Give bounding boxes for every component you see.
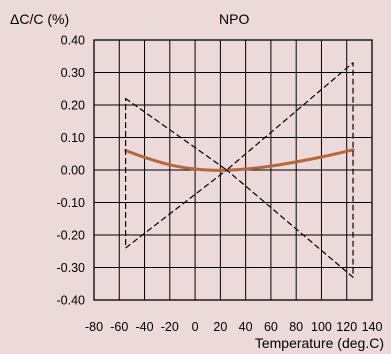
- y-tick-label: -0.10: [57, 196, 86, 210]
- y-tick-label: -0.40: [57, 294, 86, 308]
- x-tick-labels: -80 -60 -40 -20 0 20 40 60 80 100 120 140: [85, 320, 383, 334]
- x-tick-label: 140: [362, 320, 383, 334]
- x-tick-label: 20: [213, 320, 227, 334]
- x-tick-label: -20: [161, 320, 179, 334]
- y-tick-label: -0.30: [57, 261, 86, 275]
- x-tick-label: -60: [110, 320, 128, 334]
- y-tick-label: 0.30: [61, 66, 85, 80]
- x-tick-label: 40: [239, 320, 253, 334]
- y-tick-label: 0.10: [61, 131, 85, 145]
- y-axis-label: ΔC/C (%): [10, 11, 69, 27]
- x-tick-label: 120: [336, 320, 357, 334]
- x-tick-label: 0: [192, 320, 199, 334]
- y-tick-label: -0.20: [57, 229, 86, 243]
- series-layer: [124, 62, 355, 278]
- x-tick-label: -80: [85, 320, 103, 334]
- plot-frame: [93, 39, 373, 301]
- x-axis-label: Temperature (deg.C): [255, 335, 384, 351]
- series-line-solid: [124, 148, 355, 172]
- y-tick-label: 0.20: [61, 99, 85, 113]
- x-tick-label: 100: [311, 320, 332, 334]
- chart-title: NPO: [219, 11, 249, 27]
- y-tick-label: 0.00: [61, 164, 85, 178]
- x-tick-label: 60: [264, 320, 278, 334]
- y-tick-label: 0.40: [61, 34, 85, 48]
- y-tick-labels: 0.40 0.30 0.20 0.10 0.00 -0.10 -0.20 -0.30 -0.40: [57, 34, 86, 308]
- x-tick-label: 80: [289, 320, 303, 334]
- x-tick-label: -40: [136, 320, 154, 334]
- series-line-dashed: [124, 62, 354, 278]
